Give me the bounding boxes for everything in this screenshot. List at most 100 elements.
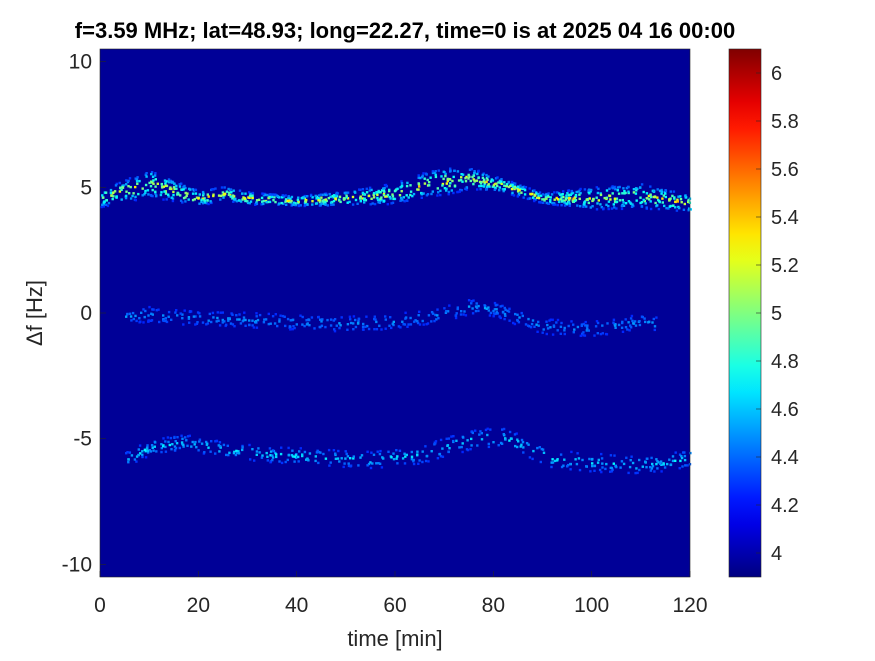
spectrogram-pixel — [608, 187, 611, 190]
spectrogram-pixel — [332, 196, 335, 199]
spectrogram-pixel — [197, 197, 200, 200]
spectrogram-pixel — [641, 465, 644, 468]
spectrogram-pixel — [579, 334, 582, 337]
spectrogram-pixel — [615, 197, 619, 200]
spectrogram-pixel — [128, 177, 132, 180]
spectrogram-pixel — [172, 193, 175, 197]
spectrogram-pixel — [450, 435, 453, 438]
spectrogram-pixel — [508, 439, 511, 442]
spectrogram-pixel — [681, 465, 684, 468]
spectrogram-pixel — [227, 453, 230, 457]
spectrogram-pixel — [441, 182, 445, 186]
spectrogram-pixel — [624, 202, 628, 205]
spectrogram-pixel — [102, 205, 105, 208]
spectrogram-pixel — [426, 193, 430, 196]
spectrogram-pixel — [167, 195, 170, 198]
spectrogram-pixel — [390, 202, 393, 205]
y-axis-label: Δf [Hz] — [22, 280, 47, 346]
spectrogram-pixel — [342, 465, 345, 469]
spectrogram-pixel — [301, 315, 304, 319]
spectrogram-pixel — [485, 173, 488, 177]
spectrogram-pixel — [622, 187, 625, 190]
spectrogram-pixel — [572, 331, 575, 334]
spectrogram-pixel — [395, 188, 398, 191]
spectrogram-pixel — [535, 323, 538, 326]
spectrogram-pixel — [417, 183, 421, 186]
spectrogram-pixel — [620, 460, 624, 463]
spectrogram-pixel — [624, 191, 627, 195]
spectrogram-pixel — [187, 316, 191, 319]
spectrogram-pixel — [187, 317, 191, 320]
spectrogram-pixel — [248, 194, 252, 198]
spectrogram-pixel — [102, 201, 105, 204]
spectrogram-pixel — [477, 304, 480, 308]
spectrogram-pixel — [581, 332, 584, 335]
spectrogram-pixel — [503, 181, 506, 184]
spectrogram-pixel — [536, 446, 539, 450]
spectrogram-pixel — [481, 173, 484, 177]
spectrogram-pixel — [556, 191, 559, 194]
spectrogram-pixel — [191, 192, 195, 195]
spectrogram-pixel — [125, 315, 128, 318]
spectrogram-pixel — [563, 199, 566, 202]
spectrogram-pixel — [507, 310, 511, 313]
spectrogram-pixel — [325, 199, 328, 203]
spectrogram-pixel — [485, 176, 489, 180]
spectrogram-pixel — [346, 201, 349, 204]
spectrogram-pixel — [614, 464, 617, 468]
spectrogram-pixel — [445, 187, 448, 190]
spectrogram-pixel — [612, 462, 615, 465]
spectrogram-pixel — [332, 194, 336, 197]
spectrogram-pixel — [380, 466, 384, 469]
spectrogram-pixel — [107, 201, 111, 205]
spectrogram-pixel — [627, 200, 631, 203]
spectrogram-pixel — [445, 182, 448, 185]
spectrogram-pixel — [382, 193, 386, 197]
spectrogram-pixel — [139, 320, 142, 323]
spectrogram-pixel — [329, 461, 332, 464]
spectrogram-pixel — [385, 185, 388, 188]
spectrogram-pixel — [278, 318, 281, 321]
spectrogram-pixel — [537, 194, 540, 198]
spectrogram-pixel — [314, 455, 317, 458]
spectrogram-pixel — [536, 330, 539, 333]
spectrogram-pixel — [501, 188, 505, 191]
spectrogram-pixel — [492, 441, 495, 444]
spectrogram-pixel — [146, 444, 149, 447]
spectrogram-pixel — [164, 440, 167, 443]
spectrogram-pixel — [297, 201, 300, 204]
spectrogram-pixel — [244, 199, 247, 203]
trace-2 — [125, 299, 658, 337]
x-tick-label: 40 — [285, 594, 308, 617]
spectrogram-pixel — [416, 450, 419, 453]
spectrogram-pixel — [525, 442, 529, 445]
spectrogram-pixel — [324, 193, 327, 197]
spectrogram-pixel — [137, 192, 140, 196]
spectrogram-pixel — [574, 193, 578, 197]
spectrogram-pixel — [210, 188, 213, 192]
spectrogram-pixel — [125, 190, 128, 193]
spectrogram-pixel — [386, 193, 390, 197]
spectrogram-pixel — [168, 179, 171, 183]
spectrogram-pixel — [195, 322, 199, 325]
spectrogram-pixel — [148, 181, 151, 185]
spectrogram-pixel — [303, 450, 307, 454]
spectrogram-pixel — [612, 321, 615, 324]
spectrogram-pixel — [489, 311, 493, 315]
spectrogram-pixel — [361, 197, 364, 200]
spectrogram-pixel — [193, 443, 196, 446]
spectrogram-pixel — [138, 317, 141, 320]
spectrogram-pixel — [460, 173, 463, 176]
spectrogram-pixel — [399, 199, 402, 202]
spectrogram-pixel — [210, 320, 213, 324]
spectrogram-pixel — [289, 197, 292, 200]
spectrogram-pixel — [273, 322, 277, 325]
spectrogram-pixel — [431, 171, 435, 175]
spectrogram-pixel — [443, 187, 447, 190]
spectrogram-pixel — [672, 190, 676, 193]
spectrogram-pixel — [467, 305, 471, 308]
spectrogram-pixel — [227, 187, 230, 191]
spectrogram-pixel — [219, 311, 222, 314]
spectrogram-pixel — [223, 320, 226, 323]
